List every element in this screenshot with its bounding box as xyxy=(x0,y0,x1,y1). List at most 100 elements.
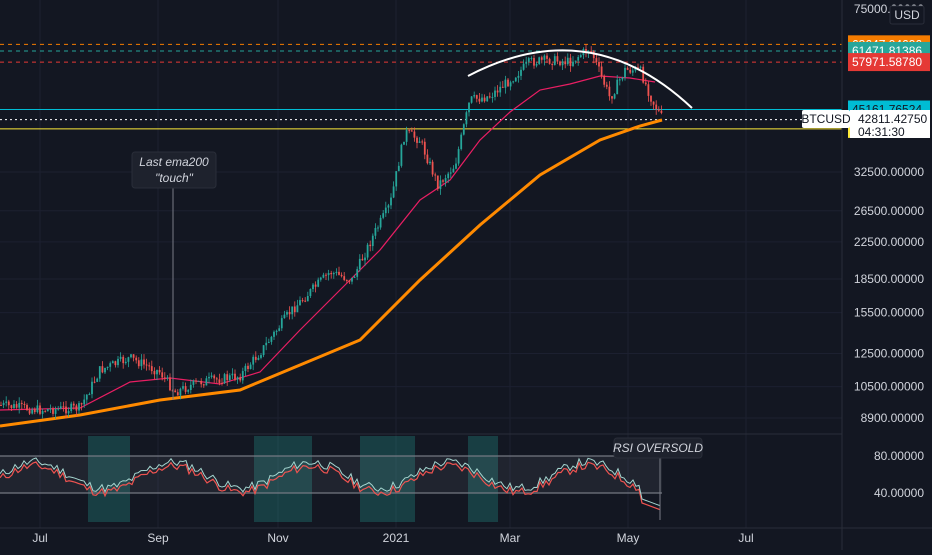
time-axis-label: Sep xyxy=(147,531,169,545)
candle-body xyxy=(182,386,184,389)
candle-body xyxy=(421,141,424,143)
symbol-badge xyxy=(802,110,850,128)
candle-body xyxy=(473,95,476,97)
candle-body xyxy=(327,273,330,276)
time-axis-label: May xyxy=(617,531,640,545)
price-axis-labels: 32500.00000 26500.00000 22500.00000 18500.0… xyxy=(854,165,924,425)
candle-body xyxy=(616,79,619,95)
candle-body xyxy=(369,244,372,247)
candle-body xyxy=(548,58,551,64)
candle-body xyxy=(384,207,387,214)
candle-body xyxy=(306,296,309,302)
candle-body xyxy=(553,56,556,65)
candle-body xyxy=(161,372,164,378)
candle-body xyxy=(405,130,408,142)
candle-body xyxy=(189,384,192,391)
candle-body xyxy=(148,365,151,367)
candle-body xyxy=(262,345,265,356)
candle-body xyxy=(382,213,385,218)
candle-body xyxy=(257,357,260,360)
candle-body xyxy=(491,96,494,98)
candle-body xyxy=(626,67,629,70)
candle-body xyxy=(106,366,109,368)
candle-body xyxy=(488,96,491,98)
candle-body xyxy=(192,380,195,385)
candle-body xyxy=(169,377,171,391)
candle-body xyxy=(556,56,559,62)
candle-body xyxy=(218,379,221,383)
ema-touch-label-line2: "touch" xyxy=(155,171,194,185)
time-axis-labels: Jul Sep Nov 2021 Mar May Jul xyxy=(32,531,753,545)
currency-badge[interactable] xyxy=(889,5,925,25)
candle-body xyxy=(356,269,359,277)
candle-body xyxy=(202,384,205,386)
candle-body xyxy=(62,406,65,408)
candle-body xyxy=(494,90,496,97)
candle-body xyxy=(309,289,312,297)
candle-body xyxy=(286,311,288,315)
candle-body xyxy=(244,365,247,372)
candle-body xyxy=(278,328,281,331)
candle-body xyxy=(569,57,572,67)
candle-body xyxy=(332,273,335,275)
price-axis-label: 32500.00000 xyxy=(854,165,924,179)
candle-body xyxy=(483,97,486,102)
candle-body xyxy=(96,378,99,382)
candle-body xyxy=(379,217,382,228)
candle-body xyxy=(499,86,502,93)
candle-body xyxy=(293,306,296,313)
candle-body xyxy=(637,67,639,69)
rsi-panel xyxy=(0,436,662,522)
candle-body xyxy=(527,58,530,62)
rsi-axis-label: 80.00000 xyxy=(874,449,924,463)
last-price-tag xyxy=(850,110,930,138)
candle-body xyxy=(137,360,140,367)
candle-body xyxy=(2,402,5,406)
candle-body xyxy=(239,377,242,381)
candle-body xyxy=(124,361,127,364)
candle-body xyxy=(0,405,2,406)
candle-body xyxy=(270,336,273,342)
candle-body xyxy=(111,361,114,364)
candle-body xyxy=(481,97,483,102)
candles xyxy=(0,44,663,419)
candle-body xyxy=(507,79,509,87)
time-axis-label: 2021 xyxy=(383,531,410,545)
rsi-overbought-zone xyxy=(468,436,498,522)
candle-body xyxy=(644,82,647,85)
candle-body xyxy=(603,76,606,85)
candle-body xyxy=(408,130,411,132)
candle-body xyxy=(647,84,650,96)
candle-body xyxy=(301,300,304,302)
candle-body xyxy=(49,408,52,410)
candle-body xyxy=(538,57,541,64)
candle-body xyxy=(325,274,327,276)
candle-body xyxy=(67,411,70,414)
candle-body xyxy=(166,377,169,379)
last-price-value: 42811.42750 xyxy=(858,112,928,126)
candle-body xyxy=(546,55,548,59)
level-lines xyxy=(0,43,842,130)
candle-body xyxy=(226,374,229,381)
price-axis-label: 22500.00000 xyxy=(854,235,924,249)
candle-body xyxy=(20,402,23,404)
candle-body xyxy=(564,61,567,65)
candle-body xyxy=(605,84,608,87)
candle-body xyxy=(88,394,91,396)
candle-body xyxy=(179,388,182,396)
candle-body xyxy=(280,318,283,329)
candle-body xyxy=(642,66,645,83)
price-axis[interactable] xyxy=(842,0,932,528)
candle-body xyxy=(439,180,442,189)
candle-body xyxy=(345,279,348,281)
rsi-axis-label: 40.00000 xyxy=(874,486,924,500)
candle-body xyxy=(465,112,468,125)
candle-body xyxy=(540,57,543,60)
candle-body xyxy=(195,380,197,382)
candle-body xyxy=(273,331,275,337)
candle-body xyxy=(577,57,580,61)
candle-body xyxy=(221,382,223,384)
